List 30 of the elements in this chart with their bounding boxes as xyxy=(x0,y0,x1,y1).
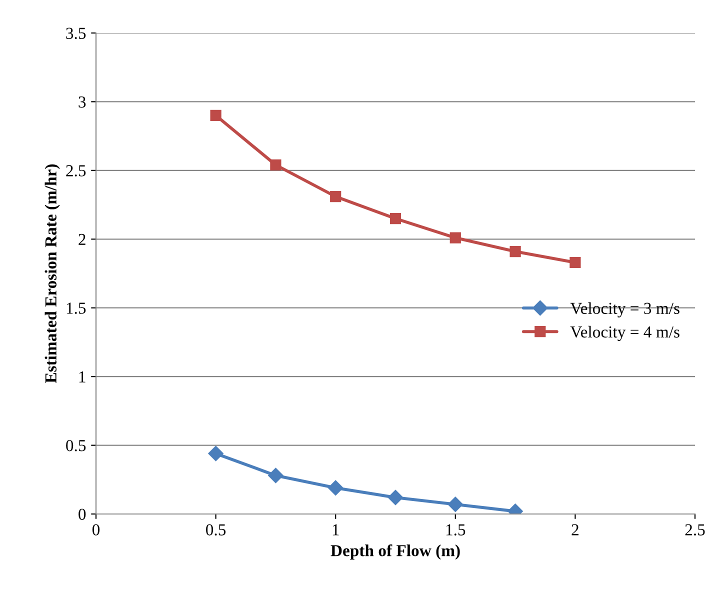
y-tick-label: 1 xyxy=(79,371,86,382)
legend-label: Velocity = 3 m/s xyxy=(570,302,680,318)
y-tick-label: 0.5 xyxy=(66,440,86,452)
y-tick-label: 0 xyxy=(78,508,86,520)
point xyxy=(210,110,222,122)
point xyxy=(450,232,461,244)
point xyxy=(270,159,282,170)
x-axis-title: Depth of Flow (m) xyxy=(330,544,460,560)
x-tick-label: 1 xyxy=(332,524,339,536)
y-tick-label: 1.5 xyxy=(66,302,86,314)
y-tick-label: 3.5 xyxy=(66,28,86,40)
y-tick-label: 2 xyxy=(78,234,86,245)
y-tick-label: 2.5 xyxy=(66,165,86,176)
x-tick-label: 0.5 xyxy=(206,524,226,536)
point xyxy=(510,246,521,258)
x-tick-label: 0 xyxy=(92,524,100,536)
point xyxy=(448,496,463,512)
x-tick-label: 2 xyxy=(572,524,578,536)
point xyxy=(390,212,402,224)
x-tick-label: 2.5 xyxy=(685,524,705,536)
point xyxy=(388,490,404,506)
x-tick-label: 1.5 xyxy=(446,524,466,536)
point xyxy=(268,468,284,484)
point xyxy=(208,446,224,462)
point xyxy=(570,256,581,268)
point xyxy=(330,190,342,202)
y-axis-title: Estimated Erosion Rate (m/hr) xyxy=(44,164,60,384)
legend-label: Velocity = 4 m/s xyxy=(570,326,680,342)
y-tick-label: 3 xyxy=(78,96,86,108)
point xyxy=(328,480,344,496)
